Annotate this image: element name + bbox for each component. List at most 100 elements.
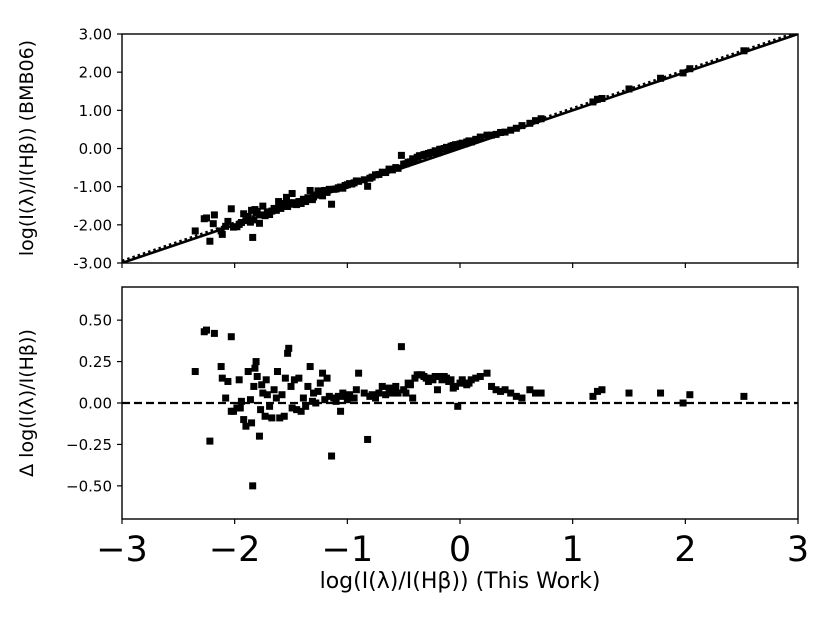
- bottom-data-point: [492, 386, 500, 394]
- bottom-y-tick-label: 0.00: [79, 395, 112, 413]
- bottom-data-point: [248, 419, 256, 427]
- top-data-point: [272, 206, 280, 214]
- bottom-data-point: [262, 376, 270, 384]
- top-data-point: [360, 176, 368, 184]
- bottom-data-point: [454, 402, 462, 410]
- bottom-data-point: [251, 364, 259, 372]
- top-data-point: [304, 194, 312, 202]
- bottom-data-point: [259, 389, 267, 397]
- bottom-panel-marks: [122, 326, 798, 490]
- bottom-data-point: [235, 376, 243, 384]
- bottom-x-tick-label: 0: [449, 530, 471, 570]
- bottom-data-point: [222, 394, 230, 402]
- bottom-data-point: [273, 368, 281, 376]
- bottom-data-point: [244, 368, 252, 376]
- bottom-data-point: [497, 387, 505, 395]
- bottom-data-point: [263, 391, 271, 399]
- bottom-data-point: [402, 389, 410, 397]
- bottom-data-point: [388, 389, 396, 397]
- bottom-data-point: [272, 394, 280, 402]
- bottom-data-point: [332, 397, 340, 405]
- bottom-data-point: [385, 384, 393, 392]
- top-data-point: [679, 69, 687, 77]
- bottom-x-tick-label: −3: [96, 530, 148, 570]
- bottom-panel: −0.50 −0.25 0.00 0.25 0.50 −3 −2 −1 0 1 2 3 Δ log(I…: [16, 286, 809, 594]
- top-data-point: [275, 198, 283, 206]
- bottom-data-point: [360, 389, 368, 397]
- bottom-data-point: [447, 376, 455, 384]
- bottom-data-point: [476, 372, 484, 380]
- top-data-point: [657, 74, 665, 82]
- bottom-data-point: [236, 404, 244, 412]
- top-y-tick-label: 1.00: [79, 102, 112, 120]
- bottom-data-point: [224, 377, 232, 385]
- top-data-point: [312, 191, 320, 199]
- bottom-data-point: [191, 368, 199, 376]
- bottom-data-point: [372, 394, 379, 402]
- top-y-tick-label: 3.00: [79, 26, 112, 44]
- bottom-data-point: [686, 391, 694, 399]
- bottom-data-point: [319, 369, 327, 377]
- top-data-point: [476, 133, 484, 141]
- bottom-data-point: [364, 435, 372, 443]
- bottom-data-point: [378, 382, 386, 390]
- bottom-panel-y-axis-label: Δ log(I(λ)/I(Hβ)): [16, 329, 38, 477]
- bottom-panel-frame: [121, 286, 799, 520]
- bottom-data-point: [287, 382, 295, 390]
- top-data-point: [501, 128, 509, 136]
- bottom-data-point: [288, 404, 296, 412]
- bottom-data-point: [266, 402, 274, 410]
- bottom-x-tick-label: 1: [562, 530, 584, 570]
- top-data-point: [288, 190, 296, 198]
- top-y-tick-label: -3.00: [73, 255, 112, 273]
- top-data-point: [531, 117, 539, 125]
- top-data-point: [497, 128, 505, 136]
- bottom-data-point: [218, 374, 226, 382]
- top-data-point: [472, 135, 480, 143]
- bottom-data-point: [323, 374, 331, 382]
- bottom-data-point: [397, 343, 405, 351]
- top-data-point: [242, 217, 250, 225]
- bottom-x-tick-label: −1: [322, 530, 374, 570]
- top-data-point: [394, 164, 402, 172]
- top-data-point: [740, 47, 748, 55]
- bottom-data-point: [227, 333, 235, 341]
- bottom-data-point: [237, 397, 245, 405]
- bottom-data-point: [531, 389, 539, 397]
- top-data-point: [518, 122, 526, 130]
- bottom-data-point: [657, 389, 665, 397]
- bottom-data-point: [310, 389, 318, 397]
- top-data-point: [259, 202, 267, 210]
- top-data-point: [255, 219, 263, 227]
- top-data-point: [488, 131, 496, 139]
- top-data-point: [537, 115, 545, 123]
- bottom-data-point: [598, 386, 606, 394]
- bottom-data-point: [382, 391, 390, 399]
- bottom-data-point: [304, 382, 312, 390]
- top-data-point: [206, 237, 214, 245]
- bottom-x-tick-label: 2: [674, 530, 696, 570]
- top-data-point: [512, 124, 520, 132]
- bottom-data-point: [507, 389, 515, 397]
- bottom-data-point: [328, 452, 336, 460]
- bottom-data-point: [501, 386, 509, 394]
- top-data-point: [237, 219, 245, 227]
- bottom-data-point: [284, 349, 292, 357]
- bottom-data-point: [488, 382, 496, 390]
- bottom-data-point: [409, 394, 417, 402]
- top-panel-marks: [122, 34, 798, 263]
- top-data-point: [686, 65, 694, 73]
- bottom-data-point: [249, 482, 257, 490]
- bottom-data-point: [337, 407, 345, 415]
- bottom-data-point: [240, 416, 248, 424]
- bottom-data-point: [316, 379, 324, 387]
- top-data-point: [593, 95, 601, 103]
- bottom-data-point: [242, 422, 250, 430]
- top-data-point: [227, 205, 235, 213]
- bottom-data-point: [518, 394, 526, 402]
- top-data-point: [306, 186, 314, 194]
- bottom-data-point: [206, 437, 214, 445]
- bottom-panel-ticks: −0.50 −0.25 0.00 0.25 0.50 −3 −2 −1 0 1 2 3: [66, 312, 809, 570]
- bottom-data-point: [295, 374, 303, 382]
- bottom-data-point: [255, 432, 263, 440]
